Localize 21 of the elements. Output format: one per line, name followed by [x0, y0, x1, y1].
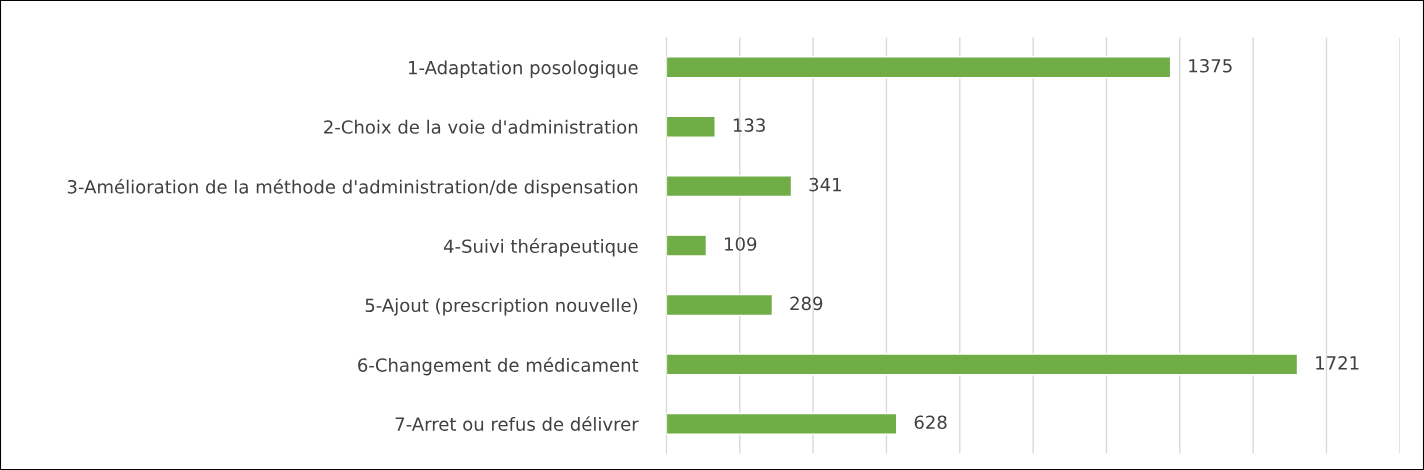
data-label: 1375 — [1189, 58, 1232, 73]
bar — [666, 412, 898, 435]
y-tick-label: 2-Choix de la voie d'administration — [324, 119, 638, 134]
bar — [666, 234, 708, 257]
y-tick-label: 6-Changement de médicament — [358, 357, 639, 376]
y-tick-label: 3-Amélioration de la méthode d'administration/de dispensation — [67, 178, 638, 198]
y-tick-label: 1-Adaptation posologique — [409, 60, 638, 78]
bar — [666, 115, 716, 138]
data-label: 133 — [733, 118, 765, 132]
bar — [666, 175, 793, 198]
data-label: 109 — [725, 237, 757, 251]
data-label: 289 — [790, 296, 823, 311]
y-tick-label: 5-Ajout (prescription nouvelle) — [365, 298, 638, 316]
bar — [666, 293, 774, 317]
bar — [666, 353, 1299, 376]
y-tick-label: 7-Arret ou refus de délivrer — [395, 416, 639, 431]
data-label: 628 — [914, 415, 947, 430]
data-label: 341 — [809, 177, 841, 192]
bar — [666, 56, 1172, 79]
data-label: 1721 — [1316, 356, 1359, 370]
y-tick-label: 4-Suivi thérapeutique — [443, 238, 638, 257]
